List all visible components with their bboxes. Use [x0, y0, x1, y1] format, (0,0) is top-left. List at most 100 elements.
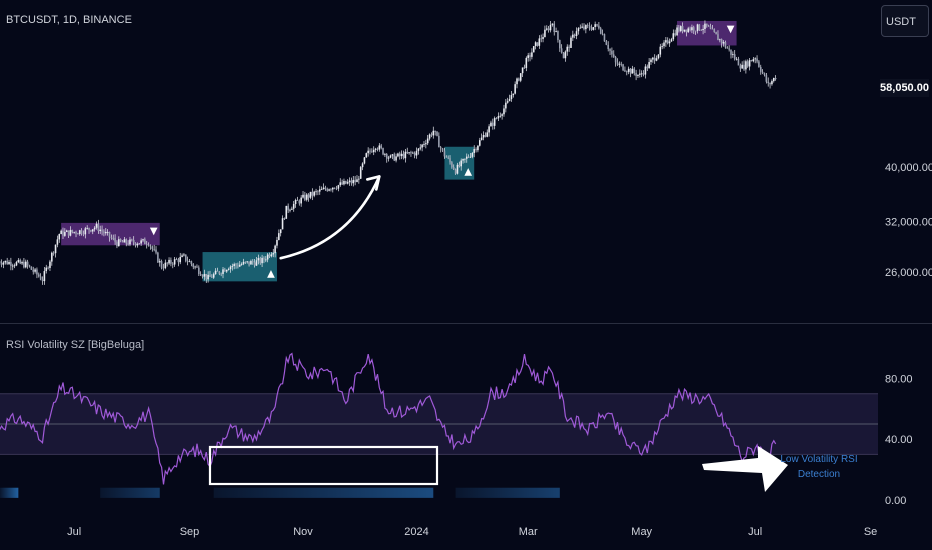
candle-body: [659, 46, 662, 55]
candle-body: [358, 178, 360, 180]
candle-body: [151, 246, 154, 249]
candle-body: [454, 169, 457, 174]
candle-body: [125, 239, 128, 244]
candle-body: [265, 259, 267, 261]
candle-body: [173, 259, 176, 265]
candle-body: [480, 137, 483, 141]
candle-body: [313, 191, 315, 196]
candle-body: [199, 273, 202, 276]
candle-body: [590, 28, 593, 30]
candle-body: [270, 254, 273, 257]
candle-body: [131, 239, 133, 241]
pointer-arrow: [702, 446, 788, 492]
candle-body: [305, 194, 308, 200]
candle-body: [536, 42, 539, 46]
candle-body: [605, 41, 608, 45]
candle-body: [700, 29, 703, 31]
candle-body: [41, 279, 44, 282]
candle-body: [443, 150, 446, 157]
candle-body: [95, 223, 98, 228]
candle-body: [307, 194, 310, 198]
candle-body: [184, 254, 187, 261]
candle-body: [473, 149, 476, 153]
candle-body: [722, 42, 725, 44]
candle-body: [477, 145, 479, 151]
candle-body: [218, 271, 221, 274]
candle-body: [37, 274, 40, 277]
candle-body: [413, 152, 416, 156]
candle-body: [488, 126, 490, 133]
candle-body: [426, 138, 429, 144]
candle-body: [607, 44, 609, 50]
candle-body: [683, 29, 686, 32]
candle-body: [523, 67, 526, 69]
rsi-line: [0, 352, 777, 485]
candle-body: [28, 265, 31, 267]
candle-body: [428, 134, 431, 139]
low-volatility-bar: [213, 487, 434, 498]
candle-body: [160, 261, 163, 268]
candle-body: [633, 68, 636, 73]
candle-body: [398, 153, 401, 157]
candle-body: [175, 259, 178, 261]
candle-body: [101, 229, 103, 232]
candle-body: [631, 68, 634, 74]
candle-body: [743, 64, 745, 70]
candle-body: [774, 77, 777, 80]
candle-body: [741, 64, 743, 69]
price-axis-tick: 26,000.00: [885, 267, 932, 279]
candle-body: [670, 39, 673, 42]
candle-body: [205, 273, 208, 280]
candle-body: [451, 162, 453, 168]
candle-body: [627, 68, 630, 72]
candle-body: [4, 260, 7, 263]
candle-body: [15, 262, 18, 266]
candle-body: [771, 81, 773, 85]
candle-body: [196, 266, 198, 268]
candle-body: [158, 261, 161, 263]
candle-body: [289, 209, 291, 211]
candle-body: [445, 156, 448, 158]
candle-body: [391, 154, 394, 156]
candle-body: [309, 191, 312, 198]
bearish-marker: ▼: [150, 226, 158, 237]
currency-button[interactable]: USDT: [881, 5, 929, 37]
candle-body: [503, 108, 505, 115]
candle-body: [609, 49, 611, 51]
candle-body: [728, 48, 730, 50]
candle-body: [692, 27, 695, 31]
candle-body: [183, 254, 185, 256]
candle-body: [730, 49, 732, 55]
candle-body: [624, 70, 626, 72]
indicator-title[interactable]: RSI Volatility SZ [BigBeluga]: [6, 339, 145, 351]
candle-body: [756, 58, 758, 62]
candle-body: [711, 28, 714, 30]
candle-body: [78, 230, 81, 235]
candle-body: [142, 239, 144, 241]
candle-body: [387, 157, 390, 159]
candle-body: [685, 29, 688, 33]
candle-body: [402, 153, 405, 159]
candle-body: [194, 266, 196, 268]
candle-body: [570, 37, 572, 48]
candle-body: [51, 252, 53, 262]
candle-body: [412, 152, 414, 154]
candle-body: [726, 47, 729, 49]
candle-body: [220, 273, 222, 275]
candle-body: [572, 34, 574, 38]
candle-body: [495, 118, 498, 119]
candle-body: [62, 230, 64, 236]
candle-body: [505, 102, 507, 109]
candle-body: [564, 51, 567, 59]
candle-body: [540, 38, 543, 40]
candle-body: [709, 26, 712, 29]
candle-body: [322, 187, 325, 190]
candle-body: [486, 132, 489, 137]
candle-body: [23, 262, 25, 268]
candle-body: [464, 158, 466, 160]
candle-body: [588, 25, 591, 29]
candle-body: [538, 38, 541, 46]
candle-body: [501, 114, 503, 116]
candle-body: [65, 230, 68, 232]
candle-body: [136, 244, 139, 246]
